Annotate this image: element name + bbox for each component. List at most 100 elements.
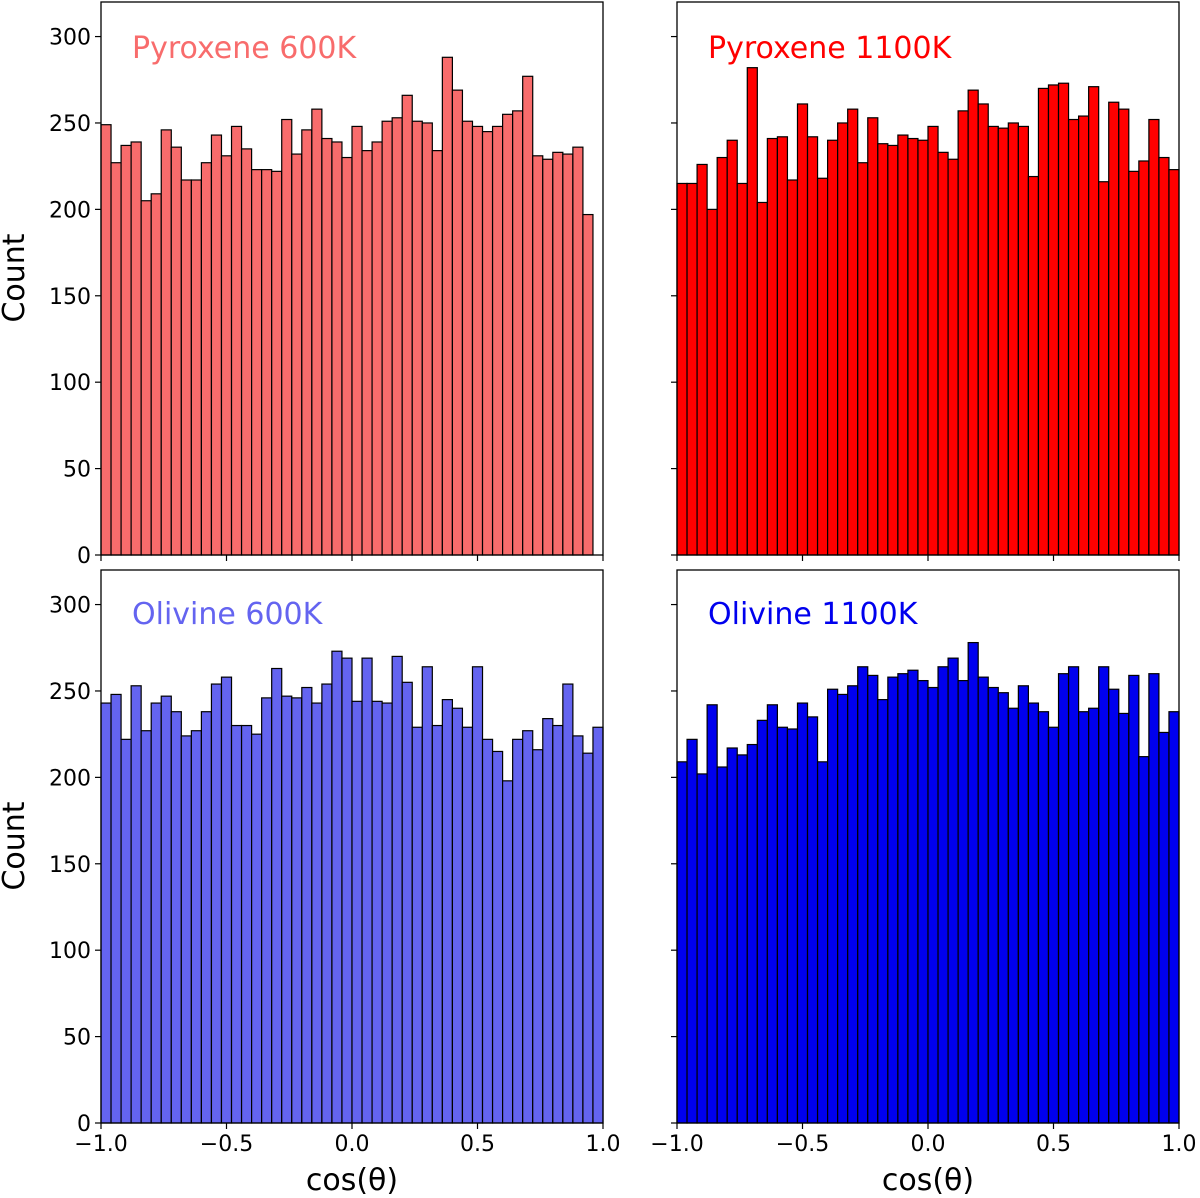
histogram-bar — [582, 752, 594, 1124]
panel-olivine-600k: −1.0 −0.5 0.0 0.5 1.0 0 50 100 150 200 250 300 Oli… — [0, 569, 621, 1198]
y-axis-label: Count — [0, 233, 32, 322]
y-ticks — [671, 35, 677, 556]
histogram-bar — [1148, 673, 1160, 1124]
histogram-bar — [686, 738, 698, 1124]
histogram-bar — [1088, 86, 1100, 556]
histogram-bar — [887, 144, 899, 556]
histogram-bar — [816, 177, 829, 556]
histogram-bar — [706, 704, 718, 1124]
histogram-bar — [150, 702, 162, 1124]
histogram-bar — [502, 780, 514, 1124]
histogram-bar — [1077, 711, 1090, 1124]
histogram-bar — [867, 117, 879, 556]
histogram-bar — [786, 179, 799, 556]
histogram-bar — [907, 669, 919, 1124]
histogram-bar — [917, 139, 929, 556]
histogram-bar — [150, 193, 162, 556]
histogram-bar — [826, 139, 839, 556]
histogram-bar — [120, 144, 132, 556]
histogram-bar — [847, 685, 859, 1124]
histogram-bar — [351, 700, 363, 1124]
histogram-bar — [927, 125, 939, 556]
histogram-bar — [676, 182, 688, 556]
histogram-bar — [160, 129, 172, 556]
histogram-bar — [532, 155, 544, 556]
histogram-bar — [230, 125, 243, 556]
histogram-bar — [826, 688, 839, 1124]
histogram-bar — [776, 726, 789, 1124]
x-tick-label: 0.0 — [911, 1132, 946, 1157]
histogram-bar — [1138, 756, 1150, 1124]
histogram-bar — [867, 674, 879, 1124]
histogram-bar — [552, 151, 564, 556]
histogram-bar — [562, 683, 574, 1124]
histogram-bar — [1168, 169, 1180, 556]
histogram-bar — [1077, 115, 1090, 556]
histogram-bar — [937, 666, 949, 1124]
histogram-bar — [381, 702, 393, 1124]
histogram-bar — [100, 702, 112, 1124]
y-tick-label: 50 — [63, 458, 91, 483]
histogram-bar — [291, 153, 303, 556]
histogram-bar — [341, 156, 353, 556]
histogram-bar — [806, 716, 819, 1124]
histogram-bar — [857, 162, 869, 556]
histogram-bar — [391, 655, 403, 1124]
y-axis-label: Count — [0, 801, 32, 890]
x-tick-label: 1.0 — [586, 1132, 621, 1157]
histogram-bar — [572, 735, 584, 1124]
histogram-bar — [572, 146, 584, 556]
histogram-bar — [957, 110, 969, 556]
panel-title: Pyroxene 1100K — [708, 31, 953, 66]
y-tick-label: 0 — [77, 1112, 91, 1137]
histogram-bar — [796, 103, 809, 556]
histogram-bar — [806, 136, 819, 556]
x-tick-label: 1.0 — [1162, 1132, 1197, 1157]
histogram-bar — [441, 56, 453, 556]
histogram-bar — [411, 726, 423, 1124]
histogram-bar — [301, 686, 313, 1124]
histogram-bar — [281, 695, 293, 1124]
histogram-bar — [251, 169, 263, 556]
histogram-bar — [411, 120, 423, 556]
histogram-bar — [271, 170, 283, 556]
histogram-bar — [1027, 702, 1040, 1124]
histogram-bar — [897, 673, 909, 1124]
histogram-bar — [676, 761, 688, 1124]
histogram-bar — [532, 749, 544, 1124]
histogram-bar — [1037, 87, 1050, 556]
histogram-bar — [331, 141, 343, 556]
histogram-bar — [1138, 160, 1150, 556]
histogram-bar — [491, 125, 504, 556]
histogram-bar — [1098, 666, 1110, 1124]
histogram-bar — [746, 67, 758, 556]
histogram-bar — [461, 120, 474, 556]
histogram-bar — [1148, 118, 1160, 556]
histogram-bar — [120, 738, 132, 1124]
histogram-bar — [1037, 711, 1050, 1124]
histogram-bar — [816, 761, 829, 1124]
panel-pyroxene-1100k: Pyroxene 1100K — [671, 1, 1180, 561]
histogram-bar — [371, 700, 383, 1124]
histogram-bar — [190, 179, 203, 556]
histogram-bar — [1067, 666, 1080, 1124]
histogram-bar — [471, 666, 484, 1124]
histogram-bar — [200, 162, 213, 556]
y-tick-label: 300 — [49, 594, 91, 619]
histogram-bar — [421, 122, 433, 556]
histogram-bar — [210, 683, 223, 1124]
histogram-bar — [1108, 101, 1120, 556]
histogram-bar — [291, 697, 303, 1124]
histogram-bar — [491, 750, 504, 1124]
histogram-bar — [947, 657, 959, 1124]
bars-group — [676, 67, 1180, 556]
x-tick-label: 0.0 — [335, 1132, 370, 1157]
histogram-bar — [140, 200, 152, 556]
histogram-bar — [562, 153, 574, 556]
histogram-bar — [592, 726, 604, 1124]
histogram-bar — [441, 699, 453, 1124]
histogram-bar — [796, 702, 809, 1124]
histogram-bar — [421, 666, 433, 1124]
histogram-bar — [937, 151, 949, 556]
histogram-bar — [1098, 181, 1110, 556]
